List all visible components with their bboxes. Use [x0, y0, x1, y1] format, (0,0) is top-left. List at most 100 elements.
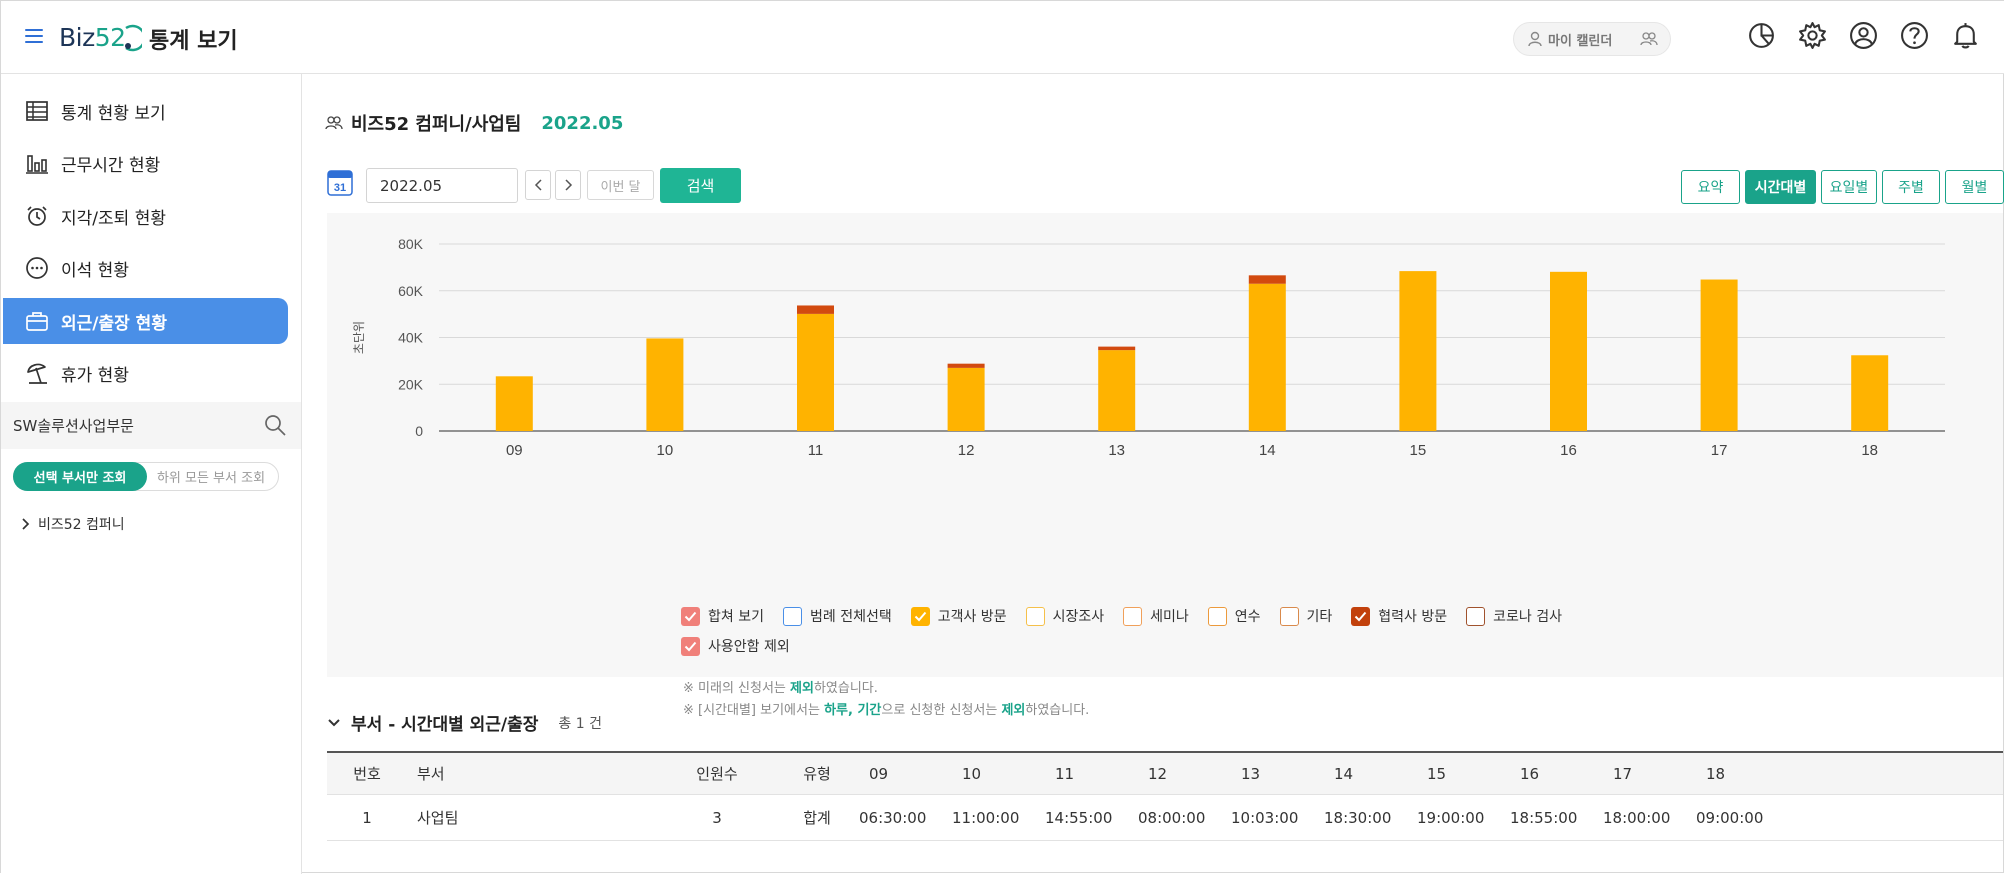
svg-text:31: 31: [334, 182, 346, 194]
legend-item[interactable]: 연수: [1207, 606, 1261, 626]
checkbox-icon[interactable]: [1466, 606, 1486, 626]
bar-segment: [1098, 350, 1136, 431]
page-title: 비즈52 컴퍼니/사업팀 2022.05: [325, 110, 623, 136]
sidebar-item-vacation[interactable]: 휴가 현황: [3, 350, 288, 396]
chevron-right-icon[interactable]: [21, 517, 30, 531]
table-cell: 11:00:00: [952, 808, 1020, 827]
chevron-down-icon[interactable]: [327, 718, 341, 728]
user-circle-icon[interactable]: [1849, 21, 1878, 50]
table-header: 번호 부서 인원수 유형 09 10 11 12 13 14 15 16 17 18: [327, 751, 2003, 795]
legend-label: 협력사 방문: [1378, 609, 1448, 625]
legend-item[interactable]: 협력사 방문: [1351, 606, 1447, 626]
column-header: 17: [1613, 764, 1633, 783]
table-cell: 08:00:00: [1138, 808, 1206, 827]
checkbox-checked-icon[interactable]: [681, 606, 700, 626]
checkbox-checked-icon[interactable]: [681, 636, 700, 656]
section-title: 부서 - 시간대별 외근/출장: [351, 715, 539, 735]
bar-segment: [947, 363, 985, 368]
biz52-logo[interactable]: Biz 52: [59, 15, 142, 59]
sidebar-item-away[interactable]: 이석 현황: [3, 245, 288, 291]
sidebar-item-stats-overview[interactable]: 통계 현황 보기: [3, 88, 288, 134]
pie-chart-icon[interactable]: [1747, 21, 1776, 50]
logo-swirl-icon: [124, 24, 142, 52]
checkbox-icon[interactable]: [1207, 606, 1227, 626]
checkbox-icon[interactable]: [1123, 606, 1143, 626]
legend-row-2: 사용안함 제외: [681, 631, 1581, 661]
bar-segment: [1098, 346, 1136, 351]
table-cell: 사업팀: [417, 809, 459, 827]
prev-month-button[interactable]: [525, 170, 551, 200]
stacked-bar-chart: 0 20K 40K 60K 80K 초단위 09 10 11 12 13 14 15 16 17 18: [352, 236, 1945, 459]
legend-item[interactable]: 코로나 검사: [1466, 606, 1562, 626]
tab-weekly[interactable]: 주별: [1882, 170, 1940, 204]
tab-hourly[interactable]: 시간대별: [1745, 170, 1816, 204]
month-input[interactable]: 2022.05: [366, 168, 518, 203]
checkbox-icon[interactable]: [1025, 606, 1045, 626]
bar-segment: [947, 367, 985, 431]
person-icon: [1528, 31, 1542, 47]
legend-item[interactable]: 사용안함 제외: [681, 636, 790, 656]
gear-icon[interactable]: [1798, 21, 1827, 50]
y-tick-label: 80K: [398, 236, 424, 252]
app-title: 통계 보기: [149, 29, 238, 54]
help-icon[interactable]: [1900, 21, 1929, 50]
legend-item[interactable]: 시장조사: [1025, 606, 1105, 626]
hamburger-menu-icon[interactable]: [25, 25, 43, 49]
table-cell: 1: [362, 808, 372, 827]
bar-segment: [797, 305, 834, 314]
sidebar-item-late-early[interactable]: 지각/조퇴 현황: [3, 193, 288, 239]
calendar-icon[interactable]: 31: [327, 168, 353, 196]
scope-all-subdepts[interactable]: 하위 모든 부서 조회: [156, 471, 266, 486]
bell-icon[interactable]: [1951, 21, 1980, 50]
bar-segment: [1248, 283, 1286, 431]
legend-label: 합쳐 보기: [708, 609, 764, 625]
section-toggle[interactable]: 부서 - 시간대별 외근/출장 총 1 건: [327, 710, 602, 735]
org-search-field[interactable]: SW솔루션사업부문: [1, 402, 301, 449]
legend-item[interactable]: 합쳐 보기: [681, 606, 764, 626]
sidebar-item-field-work[interactable]: 외근/출장 현황: [3, 298, 288, 344]
next-month-button[interactable]: [555, 170, 581, 200]
sidebar-item-work-hours[interactable]: 근무시간 현황: [3, 140, 288, 186]
x-tick-label: 17: [1711, 442, 1728, 459]
y-tick-label: 20K: [398, 376, 424, 392]
checkbox-checked-icon[interactable]: [910, 606, 930, 626]
bar-segment: [797, 313, 834, 431]
tab-weekday[interactable]: 요일별: [1821, 170, 1877, 204]
search-button[interactable]: 검색: [660, 168, 741, 203]
x-tick-label: 15: [1410, 442, 1427, 459]
checkbox-icon[interactable]: [782, 606, 802, 626]
org-tree-node[interactable]: 비즈52 컴퍼니: [21, 514, 125, 534]
legend-item[interactable]: 고객사 방문: [910, 606, 1007, 626]
bar-segment: [1700, 279, 1738, 431]
table-row[interactable]: 1 사업팀 3 합계 06:30:00 11:00:00 14:55:00 08:00:00 1…: [327, 795, 2003, 841]
legend-label: 기타: [1306, 609, 1333, 625]
legend-label: 시장조사: [1052, 609, 1105, 625]
table-cell: 18:30:00: [1324, 808, 1392, 827]
tab-summary[interactable]: 요약: [1681, 170, 1740, 204]
my-calendar-button[interactable]: 마이 캘린더: [1513, 22, 1671, 56]
column-header: 부서: [417, 765, 445, 783]
x-tick-label: 09: [506, 442, 523, 459]
bar-segment: [1851, 355, 1889, 431]
y-tick-label: 0: [415, 423, 423, 439]
scope-selected-only[interactable]: 선택 부서만 조회: [13, 462, 147, 491]
result-count: 총 1 건: [558, 715, 602, 732]
chart-panel: 0 20K 40K 60K 80K 초단위 09 10 11 12 13 14 15 16 17 18 합쳐 …: [327, 213, 2003, 718]
tab-monthly[interactable]: 월별: [1945, 170, 2004, 204]
this-month-button[interactable]: 이번 달: [587, 170, 654, 200]
y-tick-label: 60K: [398, 283, 424, 299]
legend-item[interactable]: 세미나: [1123, 606, 1189, 626]
legend-item[interactable]: 기타: [1279, 606, 1333, 626]
alarm-clock-icon: [27, 206, 47, 226]
column-header: 10: [962, 764, 982, 783]
y-tick-label: 40K: [398, 330, 424, 346]
table-cell: 합계: [803, 809, 831, 827]
checkbox-icon[interactable]: [1279, 606, 1299, 626]
top-bar: Biz 52 통계 보기 마이 캘린더: [1, 1, 2004, 74]
x-tick-label: 11: [808, 442, 824, 459]
table-body: 1 사업팀 3 합계 06:30:00 11:00:00 14:55:00 08:00:00 1…: [327, 795, 2003, 841]
search-icon[interactable]: [263, 413, 287, 437]
legend-item[interactable]: 범례 전체선택: [782, 606, 892, 626]
checkbox-checked-icon[interactable]: [1351, 606, 1371, 626]
sidebar: 통계 현황 보기 근무시간 현황 지각/조퇴 현황 이석 현황 외근/출장 현황…: [1, 74, 302, 874]
